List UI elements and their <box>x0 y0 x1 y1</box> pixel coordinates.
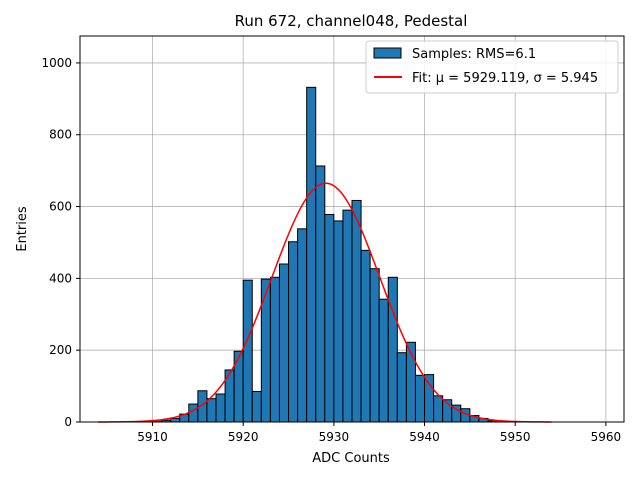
gaussian-fit-curve <box>98 182 552 423</box>
histogram-bar <box>387 276 398 423</box>
histogram-bar <box>206 398 217 423</box>
histogram-bar <box>360 249 371 423</box>
y-tick-label: 600 <box>49 200 72 214</box>
legend-samples-swatch <box>373 47 402 59</box>
y-tick-label: 400 <box>49 271 72 285</box>
histogram-bar <box>297 228 308 423</box>
histogram-bar <box>424 374 435 423</box>
x-tick-label: 5930 <box>319 430 350 444</box>
histogram-bar <box>278 263 290 423</box>
y-axis-label: Entries <box>15 206 30 252</box>
histogram-bar <box>342 209 353 423</box>
histogram-bar <box>251 390 262 423</box>
axes-frame <box>79 35 625 423</box>
y-axis-ticks: 0 200 400 600 800 1000 <box>41 56 80 429</box>
legend: Samples: RMS=6.1 Fit: μ = 5929.119, σ = … <box>365 40 619 94</box>
legend-fit-label: Fit: μ = 5929.119, σ = 5.945 <box>412 71 598 86</box>
histogram-bar <box>306 86 317 423</box>
histogram-bar <box>242 279 253 423</box>
histogram-bar <box>324 213 335 423</box>
histogram-bar <box>433 395 444 423</box>
histogram-bar <box>170 417 181 423</box>
y-tick-label: 200 <box>49 343 72 357</box>
chart-title: Run 672, channel048, Pedestal <box>235 12 468 30</box>
histogram-bars <box>152 86 498 423</box>
legend-samples-label: Samples: RMS=6.1 <box>412 47 536 62</box>
histogram-bar <box>351 199 362 423</box>
histogram-bar <box>269 276 280 423</box>
histogram-bar <box>233 350 244 423</box>
y-tick-label: 1000 <box>41 56 72 70</box>
histogram-bar <box>333 220 344 423</box>
histogram-bar <box>288 241 299 423</box>
histogram-bar <box>215 393 226 423</box>
x-tick-label: 5960 <box>591 430 622 444</box>
histogram-bar <box>414 374 426 423</box>
x-tick-label: 5950 <box>500 430 531 444</box>
y-tick-label: 0 <box>64 415 72 429</box>
histogram-bar <box>188 403 199 423</box>
x-axis-ticks: 5910 5920 5930 5940 5950 5960 <box>137 422 621 444</box>
histogram-bar <box>378 298 389 423</box>
histogram-bar <box>315 165 326 423</box>
x-tick-label: 5920 <box>228 430 259 444</box>
x-tick-label: 5910 <box>137 430 168 444</box>
legend-box <box>365 40 619 94</box>
x-tick-label: 5940 <box>409 430 440 444</box>
histogram-bar <box>396 352 407 423</box>
histogram-bar <box>369 268 380 423</box>
x-axis-label: ADC Counts <box>312 451 390 466</box>
y-tick-label: 800 <box>49 128 72 142</box>
